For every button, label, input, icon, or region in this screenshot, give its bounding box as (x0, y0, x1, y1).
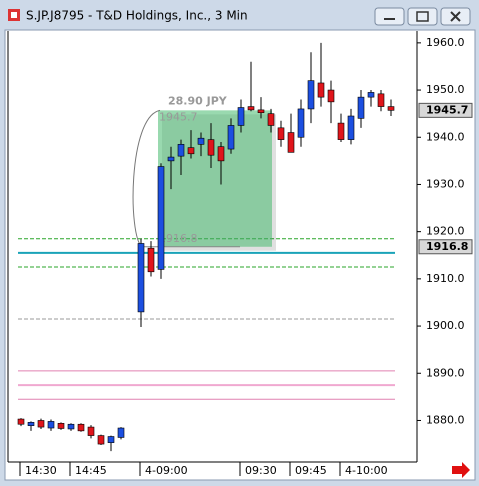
y-tick-label: 1960.0 (426, 36, 465, 49)
candle-body (307, 80, 315, 110)
candle-body (337, 122, 345, 140)
candle-body (17, 418, 25, 425)
y-tick-label: 1910.0 (426, 272, 465, 285)
candle-body (147, 247, 155, 273)
candle-body (227, 125, 235, 150)
candle-body (47, 421, 55, 429)
minimize-button[interactable] (374, 7, 405, 26)
candle-body (257, 109, 265, 114)
candle-body (37, 420, 45, 428)
app-icon-inner (11, 12, 17, 18)
measure-box (158, 110, 272, 247)
candle-body (267, 113, 275, 126)
price-label-box (418, 102, 473, 118)
candle-body (277, 127, 285, 140)
x-tick-label: 14:30 (25, 464, 57, 477)
candle-body (87, 426, 95, 436)
maximize-icon (416, 11, 429, 22)
candle-body (237, 107, 245, 126)
chart-area (4, 29, 476, 481)
x-tick-label: 09:30 (245, 464, 277, 477)
y-tick-label: 1880.0 (426, 413, 465, 426)
candle-body (327, 89, 335, 103)
candle-body (207, 139, 215, 156)
candle-body (177, 144, 185, 157)
candle-body (297, 108, 305, 138)
y-tick-label: 1950.0 (426, 83, 465, 96)
scroll-arrow[interactable] (452, 462, 470, 478)
measure-end-label: 1945.7 (159, 110, 198, 123)
candle-body (247, 106, 255, 111)
window-buttons (374, 7, 471, 26)
candle-body (137, 243, 145, 313)
candle-body (187, 147, 195, 155)
candle-body (57, 422, 65, 429)
close-icon (450, 11, 461, 22)
candle-body (387, 106, 395, 111)
y-tick-label: 1940.0 (426, 130, 465, 143)
candle-body (67, 423, 75, 430)
candle-body (117, 427, 125, 438)
candle-body (107, 436, 115, 443)
candle-body (27, 422, 35, 426)
candle-body (377, 93, 385, 107)
candle-body (217, 146, 225, 162)
plot: 1880.0 1890.0 1900.0 1910.0 1920.0 1930.0 1940… (17, 36, 473, 477)
candle-body (77, 423, 85, 432)
x-tick-label: 4-09:00 (145, 464, 188, 477)
y-tick-label: 1900.0 (426, 319, 465, 332)
candle-body (97, 435, 105, 445)
x-tick-label: 4-10:00 (345, 464, 388, 477)
window-title: S.JP.J8795 - T&D Holdings, Inc., 3 Min (26, 9, 248, 23)
candle-body (357, 96, 365, 119)
candle-body (287, 132, 295, 153)
measure-text: 28.90 JPY (168, 94, 228, 107)
y-tick-label: 1890.0 (426, 366, 465, 379)
measure-start-label: 1916.8 (159, 232, 198, 245)
candle-body (197, 137, 205, 145)
candle-body (347, 115, 355, 140)
maximize-button[interactable] (407, 7, 438, 26)
x-tick-label: 14:45 (75, 464, 107, 477)
price-label-box (418, 239, 473, 255)
price-label: 1916.8 (426, 240, 468, 253)
y-tick-label: 1930.0 (426, 177, 465, 190)
candle-body (167, 156, 175, 162)
price-label: 1945.7 (426, 103, 468, 116)
candle-body (367, 92, 375, 98)
candle-body (157, 166, 165, 270)
x-tick-label: 09:45 (295, 464, 327, 477)
y-tick-label: 1920.0 (426, 225, 465, 238)
measure-arc (132, 109, 161, 248)
candle-body (317, 82, 325, 98)
